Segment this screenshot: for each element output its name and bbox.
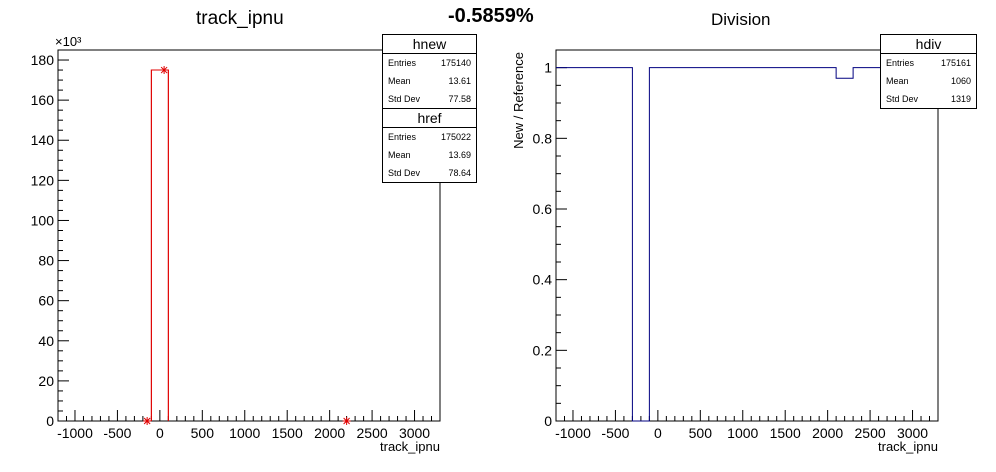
y-tick-label: 120 (31, 172, 55, 188)
stats-row: Entries 175140 (383, 54, 476, 72)
y-tick-label: 160 (31, 92, 55, 108)
x-tick-label: -500 (103, 425, 131, 441)
stats-label: Std Dev (886, 94, 919, 104)
stats-value: 1319 (950, 94, 971, 104)
stats-row: Mean 13.61 (383, 72, 476, 90)
stats-label: Std Dev (388, 94, 421, 104)
y-tick-label: 100 (31, 212, 55, 228)
histogram-bin-hnew (150, 69, 169, 421)
x-tick-label: -1000 (57, 425, 93, 441)
data-marker-hnew (342, 417, 351, 425)
stats-row: Entries 175161 (881, 54, 976, 72)
y-tick-label: 60 (38, 293, 54, 309)
y-axis-label: New / Reference (511, 52, 526, 149)
x-tick-label: 0 (654, 425, 662, 441)
y-tick-label: 0.2 (533, 342, 553, 358)
stats-box-href-title: href (383, 109, 476, 128)
y-tick-label: 0.4 (533, 272, 553, 288)
y-tick-label: 80 (38, 253, 54, 269)
x-tick-label: 2000 (812, 425, 843, 441)
y-tick-label: 40 (38, 333, 54, 349)
x-tick-label: -1000 (555, 425, 591, 441)
stats-label: Entries (886, 58, 915, 68)
histogram-bin-href (150, 69, 169, 421)
stats-box-href: href Entries 175022 Mean 13.69 Std Dev 78.6… (382, 108, 477, 183)
stats-label: Entries (388, 58, 417, 68)
stats-value: 175161 (940, 58, 971, 68)
stats-value: 175140 (440, 58, 471, 68)
x-tick-label: 3000 (399, 425, 430, 441)
x-tick-label: 1500 (770, 425, 801, 441)
x-tick-label: -500 (601, 425, 629, 441)
y-tick-label: 180 (31, 52, 55, 68)
left-plot-title: track_ipnu (196, 8, 284, 29)
x-tick-label: 500 (191, 425, 215, 441)
stats-label: Entries (388, 132, 417, 142)
stats-label: Mean (388, 76, 411, 86)
x-tick-label: 3000 (897, 425, 928, 441)
plot-frame (57, 49, 441, 422)
y-tick-label: 0 (544, 413, 552, 429)
right-plot-title: Division (711, 10, 771, 29)
stats-box-hnew-title: hnew (383, 35, 476, 54)
y-tick-label: 1 (544, 60, 552, 76)
y-tick-label: 0 (46, 413, 54, 429)
y-tick-label: 20 (38, 373, 54, 389)
x-tick-label: 2000 (314, 425, 345, 441)
stats-value: 13.61 (448, 76, 471, 86)
data-marker-hnew (143, 417, 152, 425)
stats-row: Mean 1060 (881, 72, 976, 90)
x-axis-label: track_ipnu (380, 439, 440, 454)
stats-row: Mean 13.69 (383, 146, 476, 164)
y-exponent-label: ×10³ (55, 34, 82, 49)
x-tick-label: 1000 (727, 425, 758, 441)
x-tick-label: 500 (689, 425, 713, 441)
division-line-hdiv (556, 67, 938, 422)
stats-box-hdiv-title: hdiv (881, 35, 976, 54)
stats-label: Mean (886, 76, 909, 86)
x-tick-label: 2500 (855, 425, 886, 441)
y-tick-label: 0.6 (533, 201, 553, 217)
stats-value: 175022 (440, 132, 471, 142)
x-tick-label: 2500 (357, 425, 388, 441)
x-tick-label: 1000 (229, 425, 260, 441)
y-tick-label: 0.8 (533, 130, 553, 146)
x-tick-label: 1500 (272, 425, 303, 441)
stats-value: 78.64 (448, 168, 471, 178)
stats-row: Std Dev 1319 (881, 90, 976, 108)
stats-label: Mean (388, 150, 411, 160)
x-axis-label: track_ipnu (878, 439, 938, 454)
stats-value: 1060 (950, 76, 971, 86)
y-tick-label: 140 (31, 132, 55, 148)
stats-value: 77.58 (448, 94, 471, 104)
plot-frame (555, 49, 939, 422)
stats-row: Entries 175022 (383, 128, 476, 146)
x-tick-label: 0 (156, 425, 164, 441)
stats-box-hdiv: hdiv Entries 175161 Mean 1060 Std Dev 1319 (880, 34, 977, 109)
stats-value: 13.69 (448, 150, 471, 160)
percent-difference-label: -0.5859% (448, 5, 534, 27)
stats-box-hnew: hnew Entries 175140 Mean 13.61 Std Dev 77.5… (382, 34, 477, 109)
stats-label: Std Dev (388, 168, 421, 178)
stats-row: Std Dev 77.58 (383, 90, 476, 108)
stats-row: Std Dev 78.64 (383, 164, 476, 182)
